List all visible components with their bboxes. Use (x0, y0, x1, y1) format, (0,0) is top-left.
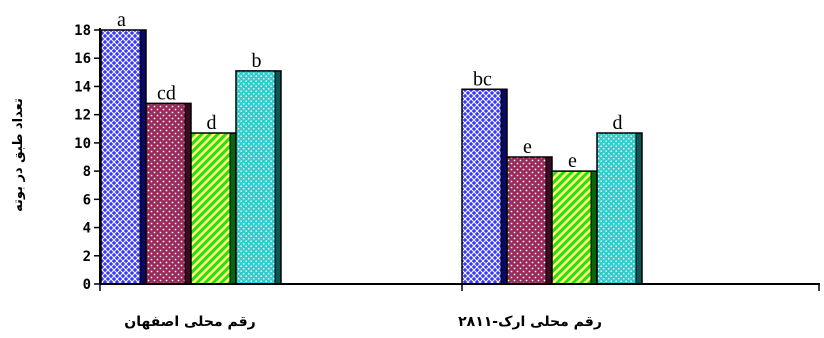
x-category-label: رقم محلی اصفهان (124, 314, 255, 330)
y-axis-title-group: تعداد طبق در بوته (11, 98, 26, 212)
bar (190, 132, 231, 285)
bar-letter-label: e (523, 136, 532, 158)
bar-side (230, 133, 236, 284)
bar-letter-label: bc (473, 68, 492, 90)
bar-letter-label: e (568, 150, 577, 172)
y-tick-label: 6 (83, 192, 91, 208)
bar-side (636, 133, 642, 284)
bar-side (185, 103, 191, 284)
bar-letter-label: b (252, 50, 262, 72)
bar-letter-label: cd (157, 82, 176, 104)
bar-letter-label: d (207, 112, 217, 134)
bar-side (140, 30, 146, 284)
y-tick-label: 0 (83, 277, 91, 293)
y-tick-label: 10 (74, 136, 91, 152)
bar-letter-label: a (117, 9, 126, 31)
y-axis-title: تعداد طبق در بوته (11, 98, 26, 212)
bar (506, 156, 547, 285)
bar-side (501, 89, 507, 285)
y-tick-label: 18 (74, 23, 91, 39)
bar-side (275, 70, 281, 284)
y-axis-ticks: 0 2 4 6 8 10 12 14 16 18 (74, 23, 100, 293)
y-tick-label: 12 (74, 108, 91, 124)
bar (235, 70, 276, 285)
bar-letter-labels: a cd d b bc e e d (117, 9, 622, 172)
bar (145, 102, 186, 285)
bar-letter-label: d (613, 112, 623, 134)
y-tick-label: 16 (74, 51, 91, 67)
x-category-label: رقم محلی ارک-۲۸۱۱ (458, 314, 602, 330)
bar (100, 29, 141, 285)
bar-side (591, 171, 597, 284)
axes (99, 28, 820, 291)
bars (100, 29, 643, 285)
y-tick-label: 4 (83, 221, 91, 237)
y-tick-label: 2 (83, 249, 91, 265)
bar-side (546, 157, 552, 284)
bar (461, 88, 502, 285)
bar (551, 170, 592, 285)
y-tick-label: 8 (83, 164, 91, 180)
y-tick-label: 14 (74, 79, 91, 95)
bar (596, 132, 637, 285)
x-axis-category-labels: رقم محلی اصفهان رقم محلی ارک-۲۸۱۱ (124, 314, 602, 330)
